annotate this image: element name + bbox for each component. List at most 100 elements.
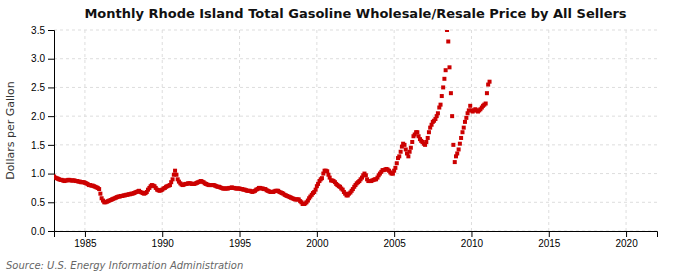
title: Monthly Rhode Island Total Gasoline Whol… (84, 6, 626, 21)
y-grid-line (54, 116, 657, 117)
x-tick-mark (549, 231, 550, 237)
point (444, 68, 448, 72)
point (314, 188, 318, 192)
point (442, 77, 446, 81)
point (410, 140, 414, 144)
point (446, 39, 450, 43)
y-grid-line (54, 144, 657, 145)
point (464, 116, 468, 120)
point (458, 142, 462, 146)
x-tick-mark (162, 231, 163, 237)
x-tick: 2015 (538, 231, 561, 249)
y-grid-line (54, 30, 657, 31)
x-axis: 1985 1990 1995 2000 2005 2010 2015 2020 (55, 231, 658, 249)
x-tick: 2020 (615, 231, 638, 249)
point (174, 173, 178, 177)
y-tick-mark (48, 87, 54, 88)
y-tick-mark (48, 174, 54, 175)
x-tick: 2005 (384, 231, 407, 249)
x-tick-mark (240, 231, 241, 237)
x-grid-line (84, 30, 85, 231)
point (325, 169, 329, 173)
y-axis-line (48, 31, 55, 232)
y-tick: 0.0 (31, 226, 54, 237)
y-tick: 2.5 (31, 82, 54, 93)
point (449, 91, 453, 95)
point (439, 103, 443, 107)
y-tick-mark (48, 30, 54, 31)
x-tick: 1990 (152, 231, 175, 249)
y-tick-label: 0.0 (31, 226, 45, 237)
x-grid-line (471, 30, 472, 231)
point (448, 65, 452, 69)
grid (54, 30, 657, 231)
x-tick-mark (394, 231, 395, 237)
point (426, 136, 430, 140)
point (403, 143, 407, 147)
x-grid-line (394, 30, 395, 231)
x-tick-label: 1995 (229, 238, 252, 249)
point (408, 150, 412, 154)
chart-svg: 1985 1990 1995 2000 2005 2010 2015 2020 0.0 0.5 1.… (0, 0, 675, 275)
point (406, 154, 410, 158)
x-tick-label: 2015 (538, 238, 561, 249)
y-axis-label: Dollars per Gallon (4, 81, 17, 180)
x-tick: 1995 (229, 231, 252, 249)
y-tick-label: 2.5 (31, 82, 45, 93)
x-tick-label: 1985 (74, 238, 97, 249)
point (397, 154, 401, 158)
y-tick-mark (48, 116, 54, 117)
y-tick: 2.0 (31, 111, 54, 122)
x-grid-line (239, 30, 240, 231)
point (484, 102, 488, 106)
point (445, 30, 449, 32)
x-tick-label: 2005 (384, 238, 407, 249)
point (453, 160, 457, 164)
x-grid-line (316, 30, 317, 231)
y-tick: 3.5 (31, 25, 54, 36)
x-grid-line (548, 30, 549, 231)
y-grid-line (54, 58, 657, 59)
point (451, 143, 455, 147)
y-tick-label: 1.5 (31, 140, 45, 151)
point (173, 169, 177, 173)
x-tick-label: 2000 (306, 238, 329, 249)
point (441, 85, 445, 89)
y-tick-mark (48, 231, 54, 232)
x-tick: 2010 (461, 231, 484, 249)
y-tick-label: 3.0 (31, 53, 45, 64)
point (424, 140, 428, 144)
x-axis-line (55, 232, 658, 238)
point (488, 80, 492, 84)
y-tick: 3.0 (31, 53, 54, 64)
y-grid-line (54, 173, 657, 174)
x-tick-mark (626, 231, 627, 237)
y-tick: 1.0 (31, 168, 54, 179)
points (54, 30, 492, 206)
point (409, 146, 413, 150)
point (440, 94, 444, 98)
point (415, 130, 419, 134)
point (98, 192, 102, 196)
y-tick-label: 2.0 (31, 111, 45, 122)
point (427, 130, 431, 134)
x-tick: 2000 (306, 231, 329, 249)
x-tick-label: 1990 (152, 238, 175, 249)
point (485, 91, 489, 95)
annotation: Source: U.S. Energy Information Administ… (6, 260, 243, 271)
x-tick-label: 2020 (615, 238, 638, 249)
point (320, 176, 324, 180)
point (460, 130, 464, 134)
point (457, 147, 461, 151)
x-tick: 1985 (74, 231, 97, 249)
x-grid-line (626, 30, 627, 231)
point (463, 120, 467, 124)
point (459, 136, 463, 140)
x-tick-mark (471, 231, 472, 237)
point (399, 150, 403, 154)
y-tick-mark (48, 59, 54, 60)
y-tick-label: 1.0 (31, 168, 45, 179)
point (395, 161, 399, 165)
y-tick-label: 0.5 (31, 197, 45, 208)
point (171, 177, 175, 181)
